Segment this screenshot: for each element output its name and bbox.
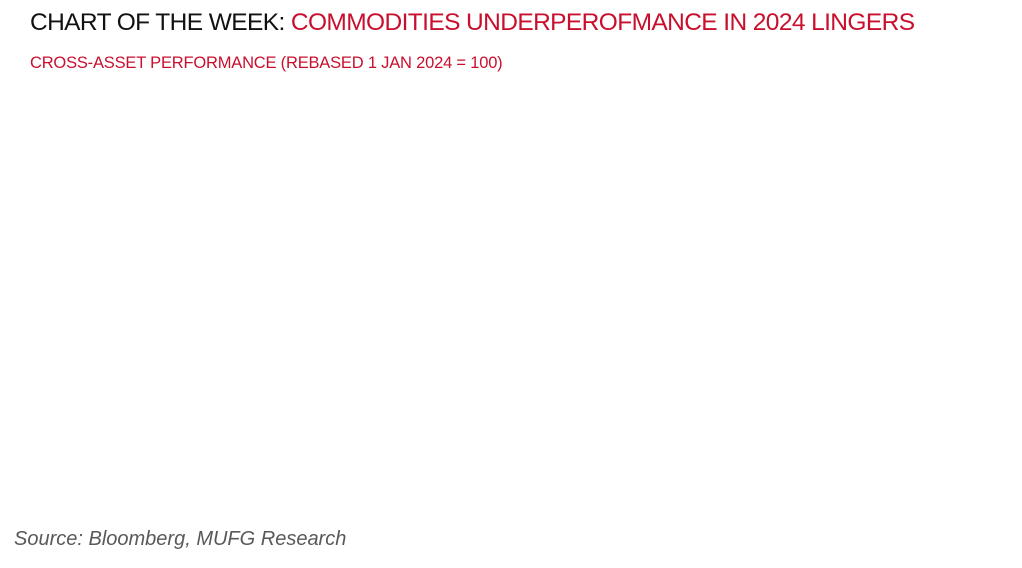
chart-title: CHART OF THE WEEK: COMMODITIES UNDERPERO…: [30, 9, 915, 37]
chart-subtitle: CROSS-ASSET PERFORMANCE (REBASED 1 JAN 2…: [30, 54, 503, 72]
source-note: Source: Bloomberg, MUFG Research: [14, 528, 347, 550]
title-highlight: COMMODITIES UNDERPEROFMANCE IN 2024 LING…: [290, 9, 915, 36]
title-prefix: CHART OF THE WEEK:: [30, 9, 291, 36]
